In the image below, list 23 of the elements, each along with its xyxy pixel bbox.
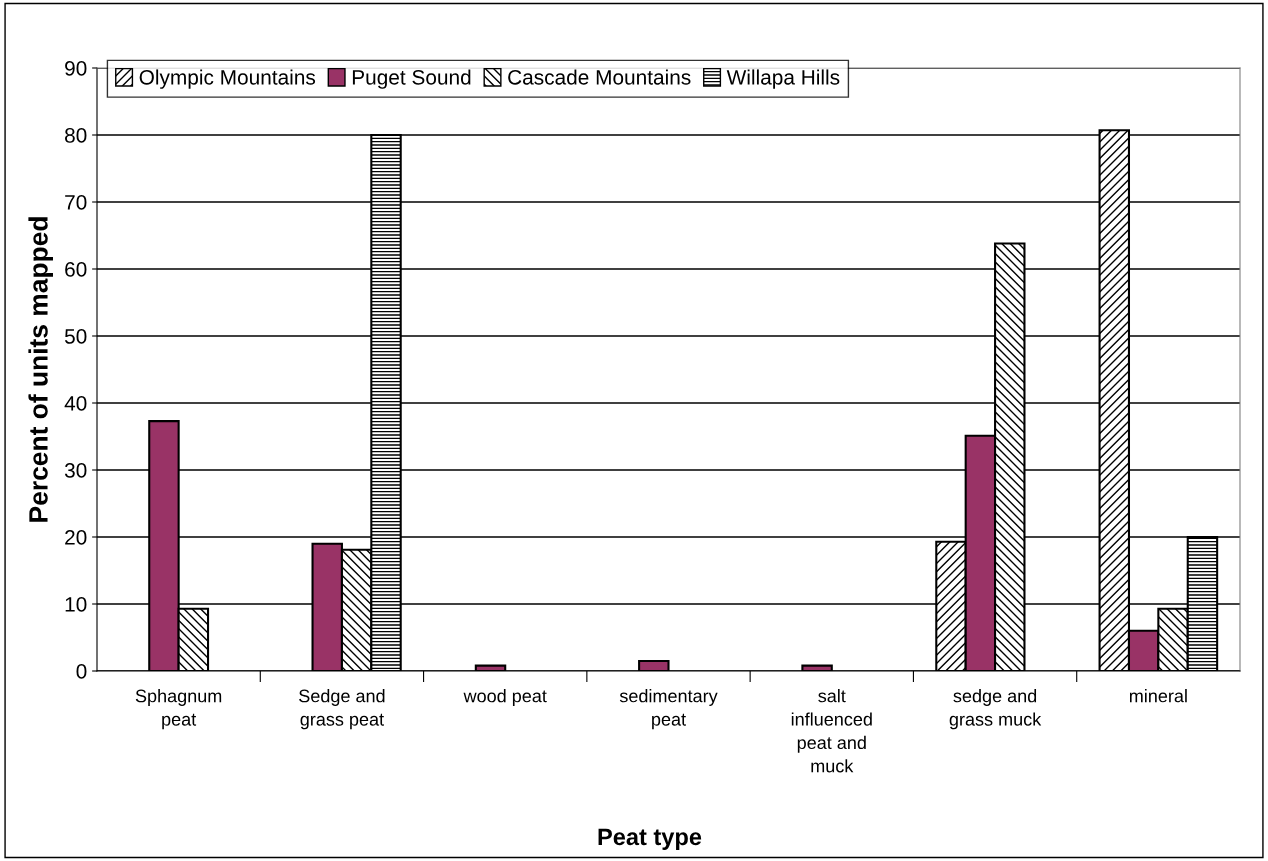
legend-label: Cascade Mountains <box>508 69 691 85</box>
x-tick-label: sedge and grass muck <box>949 689 1042 730</box>
x-tick-label: Sedge and grass peat <box>299 689 385 730</box>
y-tick-label: 30 <box>64 463 87 478</box>
y-tick-label: 40 <box>64 396 87 411</box>
x-tick-label: sedimentary peat <box>619 689 718 730</box>
legend-label: Puget Sound <box>352 69 471 89</box>
y-tick-label: 50 <box>64 329 87 344</box>
y-tick-label: 20 <box>65 530 87 545</box>
y-tick-label: 80 <box>65 128 87 143</box>
x-tick-label: salt influenced peat and muck <box>791 689 872 773</box>
legend-label: Olympic Mountains <box>139 69 316 89</box>
x-tick-label: wood peat <box>463 689 547 706</box>
y-axis-title: Percent of units mapped <box>28 217 53 522</box>
x-axis-title: Peat type <box>598 828 702 850</box>
y-tick-label: 60 <box>65 262 87 277</box>
x-tick-label: Sphagnum peat <box>135 689 222 730</box>
y-tick-label: 90 <box>65 61 87 76</box>
x-tick-label: mineral <box>1129 689 1187 703</box>
y-tick-label: 70 <box>65 195 87 210</box>
legend-label: Willapa Hills <box>726 69 840 89</box>
y-tick-label: 0 <box>76 664 87 679</box>
y-tick-label: 10 <box>65 597 87 612</box>
